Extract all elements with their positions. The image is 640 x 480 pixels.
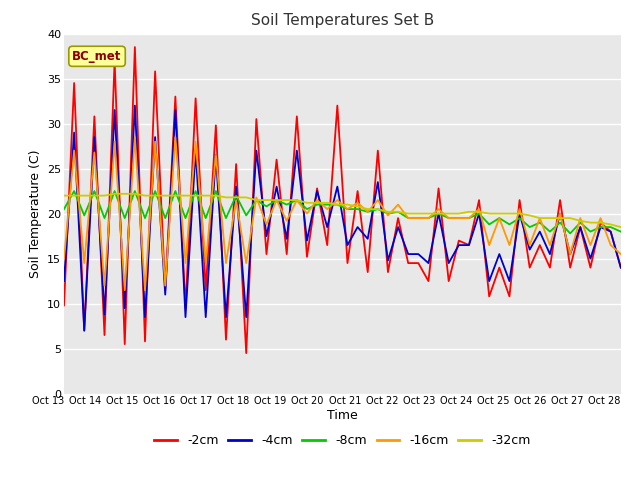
X-axis label: Time: Time xyxy=(327,409,358,422)
Text: BC_met: BC_met xyxy=(72,50,122,63)
Legend: -2cm, -4cm, -8cm, -16cm, -32cm: -2cm, -4cm, -8cm, -16cm, -32cm xyxy=(150,429,535,452)
Title: Soil Temperatures Set B: Soil Temperatures Set B xyxy=(251,13,434,28)
Y-axis label: Soil Temperature (C): Soil Temperature (C) xyxy=(29,149,42,278)
